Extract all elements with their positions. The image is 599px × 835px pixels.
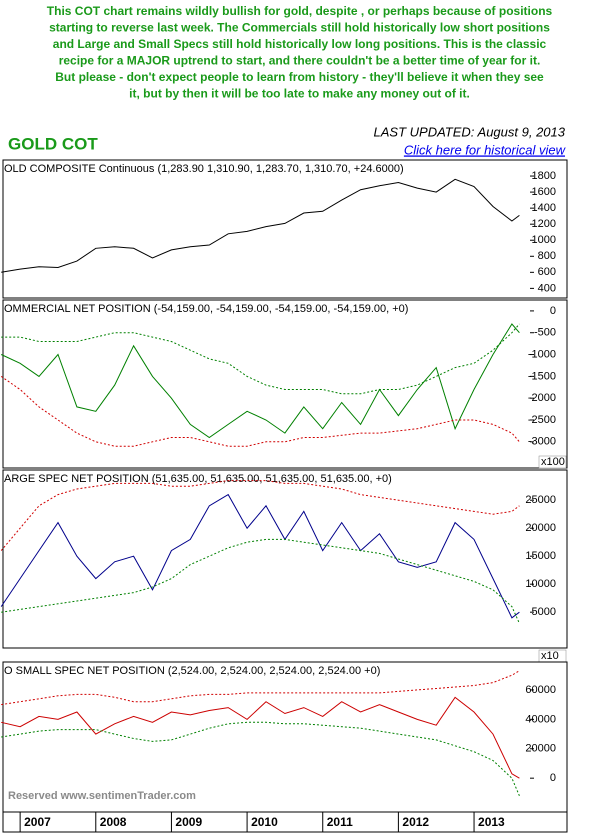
- header-line: But please - don't expect people to lear…: [55, 70, 544, 84]
- y-tick-label: 1400: [532, 202, 556, 214]
- header-line: it, but by then it will be too late to m…: [129, 87, 470, 101]
- series-line: [1, 178, 520, 273]
- series-line: [0, 375, 520, 447]
- footer: Reserved www.sentimenTrader.com: [8, 790, 196, 802]
- header-line: starting to reverse last week. The Comme…: [49, 21, 550, 35]
- panel-title: ARGE SPEC NET POSITION (51,635.00, 51,63…: [4, 473, 392, 485]
- page-title: GOLD COT: [8, 134, 98, 153]
- y-tick-label: 1800: [532, 170, 556, 182]
- y-tick-label: -500: [534, 327, 556, 339]
- y-tick-label: 20000: [525, 522, 556, 534]
- series-line: [1, 696, 520, 779]
- panel-title: O SMALL SPEC NET POSITION (2,524.00, 2,5…: [4, 665, 380, 677]
- x-tick-label: 2013: [478, 815, 505, 829]
- series-line: [0, 493, 520, 619]
- x-tick-label: 2010: [251, 815, 278, 829]
- panel-title: OLD COMPOSITE Continuous (1,283.90 1,310…: [4, 163, 404, 175]
- y-tick-label: 0: [550, 772, 556, 784]
- y-tick-label: 400: [538, 282, 556, 294]
- y-tick-label: 1000: [532, 234, 556, 246]
- series-line: [1, 323, 520, 395]
- y-tick-label: 10000: [525, 578, 556, 590]
- panel-frame: [2, 159, 568, 299]
- y-tick-label: 40000: [525, 713, 556, 725]
- header-line: recipe for a MAJOR uptrend to start, and…: [59, 54, 541, 68]
- x-axis-strip: [2, 811, 568, 833]
- y-tick-label: 25000: [525, 494, 556, 506]
- x-tick-label: 2008: [100, 815, 127, 829]
- y-tick-label: 600: [538, 266, 556, 278]
- panel-frame: [2, 469, 568, 649]
- historical-link[interactable]: Click here for historical view: [404, 142, 567, 157]
- header-line: and Large and Small Specs still hold his…: [53, 37, 547, 51]
- series-line: [0, 480, 520, 551]
- y-tick-label: -2500: [528, 414, 556, 426]
- y-tick-label: 0: [550, 305, 556, 317]
- header-line: This COT chart remains wildly bullish fo…: [47, 4, 553, 18]
- y-tick-label: -2000: [528, 392, 556, 404]
- panel-title: OMMERCIAL NET POSITION (-54,159.00, -54,…: [4, 303, 408, 315]
- last-updated: LAST UPDATED: August 9, 2013: [374, 124, 566, 139]
- y-tick-label: -1000: [528, 348, 556, 360]
- multiplier-box: [538, 455, 567, 469]
- x-tick-label: 2007: [24, 815, 51, 829]
- y-tick-label: 5000: [532, 606, 556, 618]
- y-tick-label: 20000: [525, 743, 556, 755]
- y-tick-label: 800: [538, 250, 556, 262]
- y-tick-label: -1500: [528, 370, 556, 382]
- y-tick-label: 60000: [525, 684, 556, 696]
- series-line: [1, 538, 520, 624]
- x-tick-label: 2011: [327, 815, 353, 829]
- panel-frame: [2, 299, 568, 469]
- multiplier: x10: [541, 650, 559, 662]
- series-line: [1, 670, 520, 706]
- multiplier: x100: [541, 456, 565, 468]
- x-tick-label: 2009: [175, 815, 202, 829]
- y-tick-label: -3000: [528, 436, 556, 448]
- x-tick-label: 2012: [402, 815, 429, 829]
- series-line: [0, 323, 520, 439]
- series-line: [1, 721, 520, 796]
- y-tick-label: 15000: [525, 550, 556, 562]
- y-tick-label: 1200: [532, 218, 556, 230]
- y-tick-label: 1600: [532, 186, 556, 198]
